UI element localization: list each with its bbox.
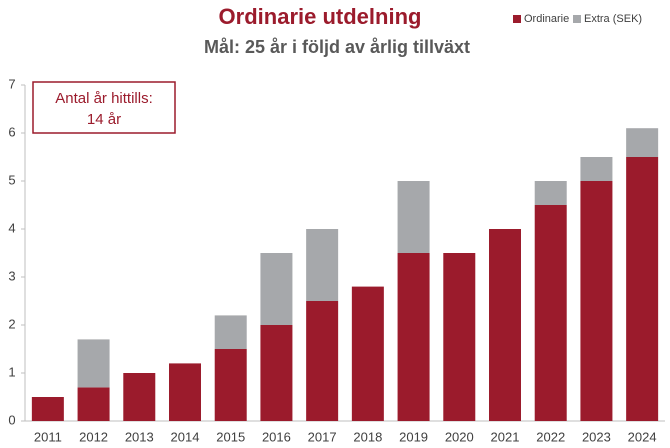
- annotation: Antal år hittills:: [55, 90, 153, 107]
- bar-segment: [489, 229, 521, 421]
- x-tick-label: 2012: [79, 429, 108, 444]
- bar-segment: [260, 253, 293, 325]
- bar-segment: [443, 253, 476, 421]
- bar-segment: [306, 301, 339, 421]
- bar-segment: [626, 128, 659, 157]
- x-tick-label: 2011: [34, 429, 62, 444]
- x-tick-label: 2018: [353, 429, 382, 444]
- bar-segment: [77, 339, 110, 388]
- chart-title: Ordinarie utdelning: [219, 4, 422, 29]
- x-tick-label: 2017: [308, 429, 337, 444]
- x-tick-label: 2015: [216, 429, 245, 444]
- x-tick-label: 2020: [445, 429, 474, 444]
- x-tick-label: 2021: [491, 429, 520, 444]
- bar-segment: [397, 181, 430, 253]
- y-tick-label: 0: [8, 412, 15, 427]
- bar-segment: [260, 325, 293, 421]
- legend-label: Extra (SEK): [584, 13, 642, 25]
- bar-segment: [214, 315, 247, 349]
- bar-segment: [306, 229, 339, 301]
- bar-segment: [534, 181, 567, 205]
- bar-segment: [214, 349, 247, 421]
- x-tick-label: 2024: [628, 429, 657, 444]
- bar-segment: [397, 253, 430, 421]
- legend-swatch: [513, 15, 521, 23]
- y-tick-label: 2: [8, 316, 15, 331]
- y-tick-label: 7: [8, 76, 15, 91]
- bar-segment: [77, 387, 110, 421]
- bar-segment: [123, 373, 156, 421]
- bar-segment: [626, 157, 659, 421]
- bar-segment: [351, 286, 384, 421]
- x-tick-label: 2019: [399, 429, 428, 444]
- y-tick-label: 6: [8, 124, 15, 139]
- y-tick-label: 5: [8, 172, 15, 187]
- bar-segment: [31, 397, 64, 421]
- y-tick-label: 3: [8, 268, 15, 283]
- bar-segment: [580, 157, 613, 181]
- x-tick-label: 2023: [582, 429, 611, 444]
- x-tick-label: 2013: [125, 429, 154, 444]
- y-tick-label: 1: [8, 364, 15, 379]
- x-tick-label: 2022: [536, 429, 565, 444]
- y-tick-label: 4: [8, 220, 15, 235]
- annotation-box: [32, 81, 176, 134]
- x-tick-label: 2014: [171, 429, 200, 444]
- bar-segment: [169, 363, 201, 421]
- bar-segment: [580, 181, 613, 421]
- legend-swatch: [573, 15, 581, 23]
- chart-subtitle: Mål: 25 år i följd av årlig tillväxt: [204, 37, 470, 57]
- bar-segment: [534, 205, 567, 421]
- annotation: 14 år: [87, 111, 121, 128]
- legend-label: Ordinarie: [524, 13, 569, 25]
- x-tick-label: 2016: [262, 429, 291, 444]
